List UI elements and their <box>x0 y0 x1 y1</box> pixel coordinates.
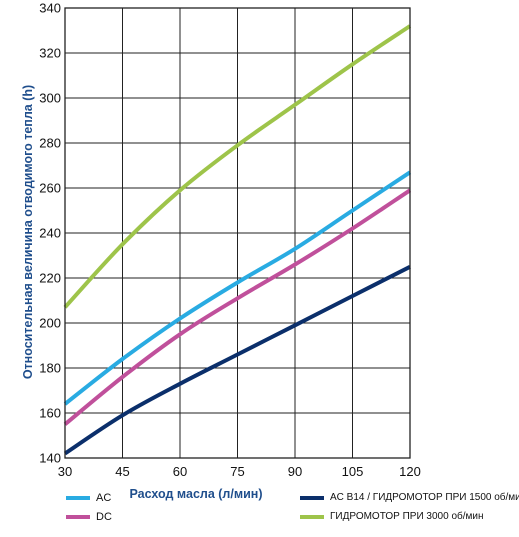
y-tick-label: 280 <box>39 136 61 151</box>
y-tick-label: 200 <box>39 316 61 331</box>
legend-swatch <box>66 515 90 519</box>
x-tick-label: 75 <box>230 464 244 479</box>
y-axis-label: Относительная величина отводимого тепла … <box>21 85 35 379</box>
legend-label: AC <box>96 492 112 504</box>
x-tick-label: 90 <box>288 464 302 479</box>
series-line-2 <box>63 265 411 456</box>
legend-label: DC <box>96 511 112 523</box>
x-tick-label: 30 <box>58 464 72 479</box>
x-tick-label: 45 <box>115 464 129 479</box>
y-tick-label: 320 <box>39 46 61 61</box>
plot-frame <box>64 7 411 459</box>
series-lines <box>63 24 412 456</box>
legend-swatch <box>66 496 90 500</box>
y-tick-label: 260 <box>39 181 61 196</box>
legend-item-dc: DC <box>66 511 112 523</box>
x-tick-label: 120 <box>399 464 421 479</box>
x-axis-label: Расход масла (л/мин) <box>129 487 262 501</box>
y-tick-label: 340 <box>39 1 61 16</box>
x-tick-label: 60 <box>173 464 187 479</box>
series-line-0 <box>63 170 412 406</box>
legend-swatch <box>300 514 324 519</box>
plot-border <box>64 7 411 459</box>
y-tick-labels: 140 160 180 200 220 240 260 280 300 320 340 <box>39 1 61 466</box>
y-tick-label: 220 <box>39 271 61 286</box>
y-tick-label: 160 <box>39 406 61 421</box>
y-tick-label: 300 <box>39 91 61 106</box>
legend-item-ac: AC <box>66 492 111 504</box>
y-tick-label: 180 <box>39 361 61 376</box>
y-tick-label: 240 <box>39 226 61 241</box>
legend-item-hydromotor-3000: ГИДРОМОТОР ПРИ 3000 об/мин <box>300 511 484 522</box>
series-line-3 <box>63 24 412 309</box>
y-tick-label: 140 <box>39 451 61 466</box>
legend-label: ГИДРОМОТОР ПРИ 3000 об/мин <box>330 511 484 522</box>
series-line-1 <box>63 188 412 426</box>
legend-swatch <box>300 495 324 500</box>
legend-item-ac-b14: AC B14 / ГИДРОМОТОР ПРИ 1500 об/мин <box>300 492 519 503</box>
legend-label: AC B14 / ГИДРОМОТОР ПРИ 1500 об/мин <box>330 492 519 503</box>
grid <box>64 7 411 459</box>
x-tick-labels: 30 45 60 75 90 105 120 <box>58 464 421 479</box>
x-tick-label: 105 <box>342 464 364 479</box>
